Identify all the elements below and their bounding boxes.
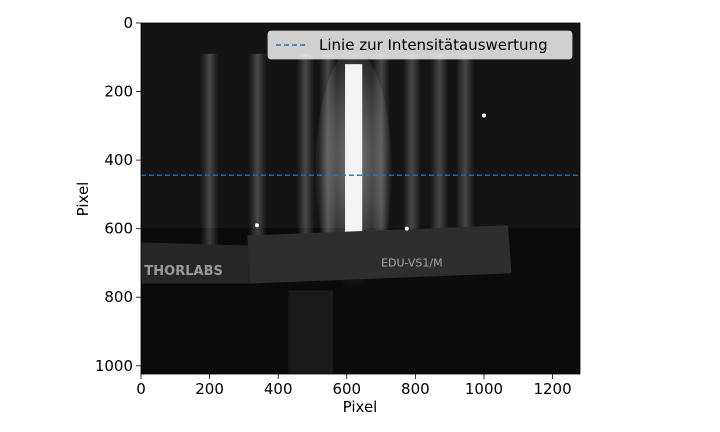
- x-tick-label: 0: [136, 380, 146, 398]
- x-tick-label: 200: [195, 380, 224, 398]
- card-brand-text: THORLABS: [144, 264, 222, 279]
- x-tick-label: 600: [332, 380, 361, 398]
- slit-core: [345, 64, 363, 277]
- y-tick-label: 400: [104, 151, 133, 169]
- y-tick-label: 1000: [95, 357, 133, 375]
- fringe-band: [402, 53, 421, 263]
- fringe-band: [456, 53, 475, 263]
- fringe-band: [200, 53, 219, 263]
- fringe-band: [430, 53, 449, 263]
- y-tick-label: 0: [123, 14, 133, 32]
- card-left: [141, 242, 258, 284]
- bright-slit: [315, 50, 392, 291]
- y-tick-label: 800: [104, 288, 133, 306]
- y-tick-label: 200: [104, 83, 133, 101]
- fringe-band: [296, 53, 315, 263]
- fringe-band: [248, 53, 267, 263]
- x-axis: 0 200 400 600 800 1000 1200: [136, 374, 572, 398]
- y-tick-label: 600: [104, 220, 133, 238]
- plot-frame: [140, 22, 581, 375]
- x-tick-label: 800: [401, 380, 430, 398]
- thorlabs-card: THORLABS EDU-VS1/M: [141, 225, 512, 374]
- x-axis-label: Pixel: [343, 398, 378, 416]
- hot-spots: [254, 113, 486, 231]
- hot-spot: [254, 223, 259, 228]
- card-model-text: EDU-VS1/M: [381, 256, 443, 269]
- hot-spot: [481, 113, 486, 118]
- legend-box: [267, 30, 573, 60]
- x-tick-label: 1200: [533, 380, 571, 398]
- camera-image: THORLABS EDU-VS1/M: [141, 23, 580, 374]
- x-tick-label: 400: [264, 380, 293, 398]
- hot-spot: [404, 226, 409, 231]
- legend-label: Linie zur Intensitätauswertung: [319, 36, 548, 54]
- y-axis-label: Pixel: [74, 182, 92, 217]
- legend: Linie zur Intensitätauswertung: [267, 30, 573, 60]
- x-tick-label: 1000: [465, 380, 503, 398]
- mount-post: [288, 290, 334, 374]
- y-axis: 0 200 400 600 800 1000: [95, 14, 141, 375]
- card-panel: [247, 225, 512, 284]
